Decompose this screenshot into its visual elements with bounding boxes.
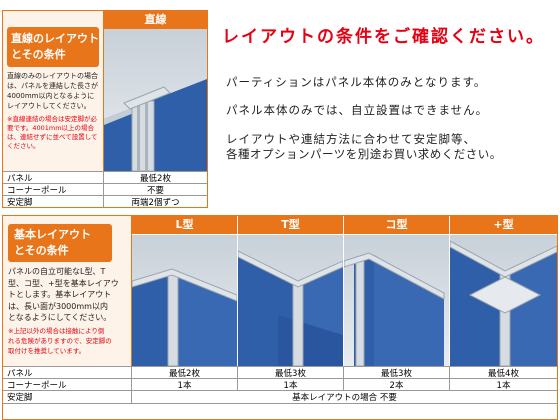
section1-photo (104, 29, 207, 171)
t-type-pole: 1本 (283, 381, 298, 391)
section1-note: ※直線連結の場合は安定脚が必 要です。4001mm以上の場合 は、連結せずに並べ… (7, 115, 103, 151)
section2-table: パネル 最低2枚 最低3枚 最低3枚 最低4枚 コーナーポール 1本 1本 2本… (3, 366, 557, 419)
section2-title: 基本レイアウト とその条件 (8, 224, 112, 262)
header-l-type: L型 (132, 216, 237, 234)
section1-title: 直線のレイアウト とその条件 (7, 27, 99, 67)
section2-box: 基本レイアウト とその条件 パネルの自立可能なL型、T 型、コ型、+型を基本レイ… (2, 215, 558, 420)
section2-description: パネルの自立可能なL型、T 型、コ型、+型を基本レイアウ トとします。基本レイア… (8, 266, 130, 324)
s2-divider-2 (343, 366, 344, 390)
header-plus-type: +型 (450, 216, 557, 234)
s1-row-1-label: パネル (7, 174, 33, 184)
section2-note: ※上記以外の場合は接触により倒 れる危険がありますので、安定脚の 取付けを推奨し… (8, 326, 130, 356)
plus-type-pole: 1本 (496, 381, 511, 391)
t-type-illustration (238, 235, 343, 366)
section2-title-line1: 基本レイアウト (14, 228, 91, 241)
section1-header: 直線 (104, 11, 207, 29)
section1-table: パネル 最低2枚 コーナーポール 不要 安定脚 両端2個ずつ (3, 171, 207, 208)
plus-type-illustration (450, 235, 557, 366)
s1-desc-3: 4000mm以内となるように (7, 92, 95, 100)
section1-title-line2: とその条件 (11, 48, 66, 61)
s1-note-1: ※直線連結の場合は安定脚が必 (7, 115, 97, 123)
notice-line-3: レイアウトや連結方法に合わせて安定脚等、 (226, 132, 476, 146)
s1-row-1: パネル 最低2枚 (3, 171, 207, 184)
section2-title-line2: とその条件 (14, 244, 69, 257)
s2-divider-1 (237, 366, 238, 390)
plus-type-panel: 最低4枚 (488, 369, 519, 379)
s1-desc-4: レイアウトしてください。 (7, 102, 91, 110)
s2-desc-2: 型、コ型、+型を基本レイアウ (8, 278, 119, 288)
notice-line-2: パネル本体のみでは、自立設置はできません。 (226, 103, 489, 117)
s1-row-2-value: 不要 (146, 186, 164, 196)
s2-row-stand-label: 安定脚 (7, 393, 33, 403)
section1-title-line1: 直線のレイアウト (11, 32, 99, 45)
s1-row-3-label: 安定脚 (7, 198, 33, 208)
s2-desc-1: パネルの自立可能なL型、T (8, 267, 106, 276)
notice-line-4: 各種オプションパーツを別途お買い求めください。 (226, 147, 502, 161)
s2-note-2: れる危険がありますので、安定脚の (8, 337, 112, 345)
s2-desc-5: となるようにしてください。 (8, 313, 112, 322)
header-t-type: T型 (238, 216, 343, 234)
s2-row-panel-label: パネル (7, 369, 33, 379)
s1-row-1-value: 最低2枚 (140, 174, 171, 184)
notice-line-1: パーティションはパネル本体のみとなります。 (226, 75, 487, 89)
section1-description: 直線のみのレイアウトの場合 は、パネルを連結した長さが 4000mm以内となるよ… (7, 71, 103, 111)
s2-desc-3: トとします。基本レイアウト (8, 290, 112, 299)
s2-note-1: ※上記以外の場合は接触により倒 (8, 327, 105, 335)
s1-note-4: ください。 (7, 142, 40, 150)
ko-type-pole: 2本 (389, 381, 404, 391)
header-ko-type: コ型 (344, 216, 449, 234)
s1-row-3-value: 両端2個ずつ (131, 198, 180, 208)
s1-note-3: は、連結せずに並べて設置して (7, 133, 98, 141)
l-type-pole: 1本 (177, 381, 192, 391)
section1-box: 直線のレイアウト とその条件 直線のみのレイアウトの場合 は、パネルを連結した長… (2, 10, 208, 208)
s2-row-panel: パネル 最低2枚 最低3枚 最低3枚 最低4枚 (3, 366, 557, 379)
stand-value: 基本レイアウトの場合 不要 (292, 393, 397, 403)
s1-row-2-label: コーナーポール (7, 186, 67, 196)
ko-type-illustration (344, 235, 449, 366)
ko-type-panel: 最低3枚 (381, 369, 412, 379)
s2-divider-0 (131, 366, 132, 403)
s1-note-2: 要です。4001mm以上の場合 (7, 124, 95, 132)
s2-row-pole-label: コーナーポール (7, 381, 67, 391)
s1-table-divider (103, 171, 104, 207)
l-type-illustration (132, 235, 237, 366)
s1-desc-1: 直線のみのレイアウトの場合 (7, 72, 98, 80)
notice-headline: レイアウトの条件をご確認ください。 (222, 27, 545, 47)
l-type-panel: 最低2枚 (169, 369, 200, 379)
s2-divider-3 (449, 366, 450, 390)
s2-note-3: 取付けを推奨しています。 (8, 347, 86, 355)
s1-row-2: コーナーポール 不要 (3, 183, 207, 196)
s2-row-pole: コーナーポール 1本 1本 2本 1本 (3, 378, 557, 391)
s2-desc-4: は、長い面が3000mm以内 (8, 301, 108, 311)
straight-panel-illustration (104, 79, 207, 171)
s2-row-stand: 安定脚 基本レイアウトの場合 不要 (3, 390, 557, 404)
t-type-panel: 最低3枚 (275, 369, 306, 379)
s1-row-3: 安定脚 両端2個ずつ (3, 195, 207, 208)
s1-desc-2: は、パネルを連結した長さが (7, 82, 98, 90)
